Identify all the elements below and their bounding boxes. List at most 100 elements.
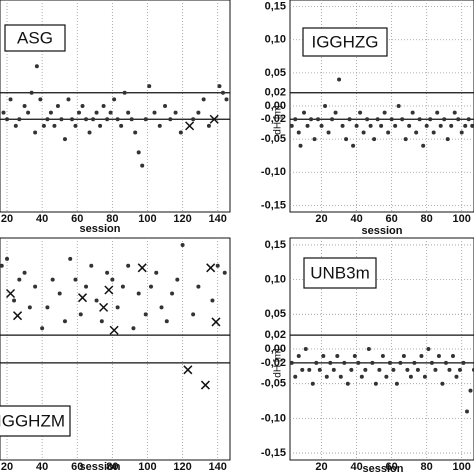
dot-point <box>0 263 4 268</box>
dot-point <box>101 104 106 108</box>
dot-point <box>403 137 408 142</box>
title-box <box>302 27 388 57</box>
dot-point <box>8 97 13 102</box>
dot-point <box>338 374 343 379</box>
dot-point <box>450 353 455 358</box>
x-tick-label: 60 <box>71 213 83 225</box>
dot-point <box>377 367 382 372</box>
dot-point <box>110 277 115 282</box>
dot-point <box>470 123 474 128</box>
dot-point <box>452 110 457 115</box>
y-tick-label: 0,00 <box>265 343 286 355</box>
dot-point <box>217 84 222 89</box>
dot-point <box>421 143 426 148</box>
cross-point <box>185 121 195 131</box>
title-box <box>4 24 66 52</box>
dot-point <box>408 374 413 379</box>
dot-point <box>163 104 168 108</box>
dot-point <box>191 312 196 317</box>
dot-point <box>438 123 443 128</box>
y-axis-label: dH [m] <box>273 348 284 378</box>
dot-point <box>433 367 438 372</box>
x-tick-label: 100 <box>453 461 471 473</box>
dot-point <box>201 97 206 102</box>
dot-point <box>422 374 427 379</box>
dot-point <box>136 150 141 155</box>
dot-point <box>426 347 431 351</box>
dot-point <box>454 374 459 379</box>
dot-point <box>317 367 322 372</box>
dot-point <box>289 360 294 365</box>
dot-point <box>380 353 385 358</box>
dot-point <box>300 367 305 372</box>
dot-point <box>68 256 73 261</box>
dot-point <box>148 284 153 289</box>
dot-point <box>84 284 89 289</box>
x-tick-label: 40 <box>36 461 48 473</box>
dot-point <box>382 110 387 115</box>
cross-point <box>200 380 210 390</box>
x-tick-label: 80 <box>106 461 118 473</box>
dot-point <box>415 367 420 372</box>
dot-point <box>340 123 345 128</box>
dot-point <box>337 77 342 82</box>
dot-point <box>459 130 464 135</box>
dot-point <box>464 409 469 414</box>
dot-point <box>400 117 405 122</box>
x-tick-label: 40 <box>36 213 48 225</box>
dot-point <box>349 367 354 372</box>
dot-point <box>94 110 99 115</box>
y-tick-label: -0,02 <box>261 113 286 125</box>
title-box <box>303 257 377 289</box>
dot-point <box>347 117 352 122</box>
dot-point <box>358 110 363 115</box>
dot-point <box>289 123 294 128</box>
dot-point <box>136 291 141 296</box>
dot-point <box>414 130 419 135</box>
dot-point <box>126 263 131 268</box>
y-tick-label: -0,10 <box>261 166 286 178</box>
cross-point <box>77 293 88 303</box>
dot-point <box>303 347 308 351</box>
cross-point <box>109 325 119 335</box>
dot-point <box>412 360 417 365</box>
dot-point <box>196 284 201 289</box>
y-tick-label: -0,05 <box>261 378 286 390</box>
dot-point <box>312 137 317 142</box>
dot-point <box>59 117 64 122</box>
dot-point <box>328 360 333 365</box>
dot-point <box>387 360 392 365</box>
dot-point <box>396 104 401 108</box>
cross-point <box>183 365 193 375</box>
x-tick-label: 20 <box>315 213 327 225</box>
dot-point <box>428 117 433 122</box>
dot-point <box>326 130 331 135</box>
dot-point <box>461 360 466 365</box>
dot-point <box>191 117 196 122</box>
dot-point <box>375 117 380 122</box>
dot-point <box>73 277 78 282</box>
dot-point <box>112 97 117 102</box>
panel-title: ASG <box>17 28 53 47</box>
dot-point <box>210 298 215 303</box>
dot-point <box>133 130 138 135</box>
x-tick-label: 60 <box>386 461 398 473</box>
x-tick-label: 60 <box>386 213 398 225</box>
dot-point <box>351 143 356 148</box>
dot-point <box>26 110 31 115</box>
dot-point <box>152 110 157 115</box>
dot-point <box>391 367 396 372</box>
dot-point <box>456 117 461 122</box>
dot-point <box>115 305 120 310</box>
dot-point <box>170 291 175 296</box>
dot-point <box>48 110 53 115</box>
dot-point <box>370 360 375 365</box>
cross-point <box>6 288 16 299</box>
cross-point <box>211 317 221 327</box>
dot-point <box>45 305 50 310</box>
x-tick-label: 100 <box>138 213 156 225</box>
dot-point <box>143 312 148 317</box>
y-tick-label: -0,15 <box>261 199 286 211</box>
dot-point <box>168 117 173 122</box>
dot-point <box>344 137 349 142</box>
